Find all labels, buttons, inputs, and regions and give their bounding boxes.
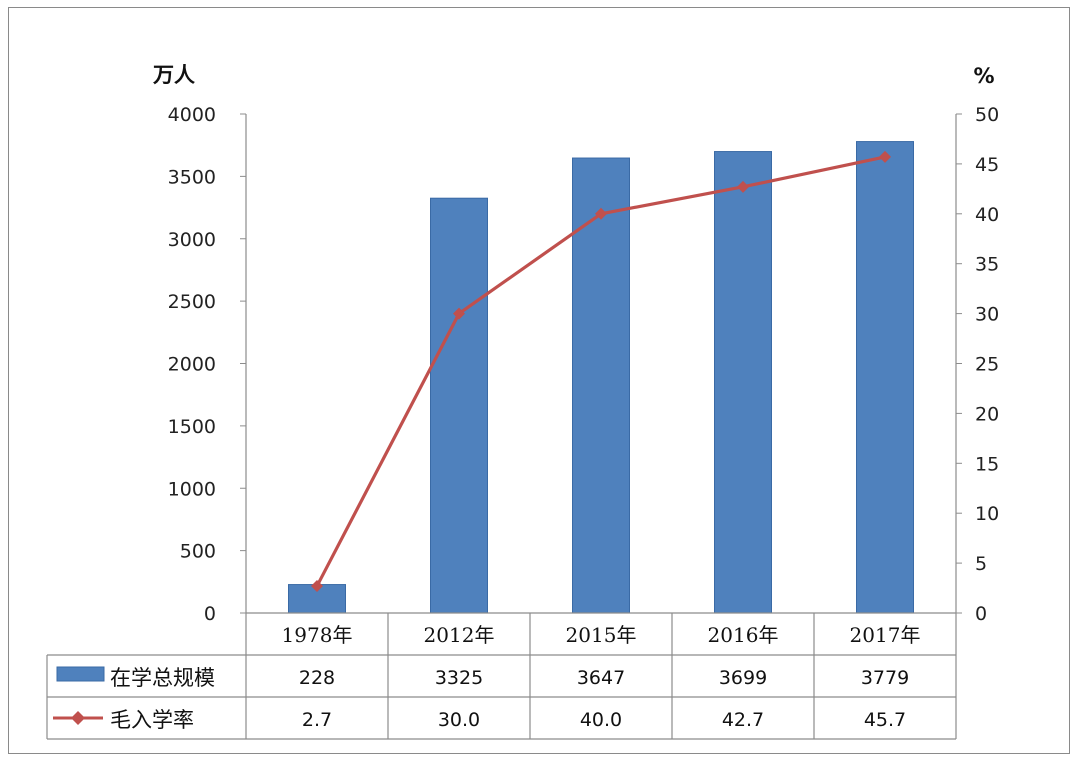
bar-1	[430, 197, 488, 614]
table-cell-1-1: 30.0	[438, 709, 480, 731]
legend-line-label: 毛入学率	[110, 708, 194, 732]
table-cell-0-1: 3325	[435, 667, 483, 689]
right-tick-label-10: 50	[975, 104, 999, 126]
table-cell-1-0: 2.7	[302, 709, 332, 731]
table-cell-0-0: 228	[299, 667, 335, 689]
right-tick-label-8: 40	[975, 204, 999, 226]
left-tick-label-6: 3000	[168, 229, 216, 251]
left-tick-label-8: 4000	[168, 104, 216, 126]
legend-bar-key	[56, 666, 105, 682]
left-tick-label-2: 1000	[168, 478, 216, 500]
left-tick-label-7: 3500	[168, 166, 216, 188]
right-tick-label-5: 25	[975, 354, 999, 376]
table-cell-1-4: 45.7	[864, 709, 906, 731]
right-tick-label-3: 15	[975, 453, 999, 475]
category-label-4: 2017年	[850, 623, 921, 647]
rate-point-1	[453, 307, 465, 320]
right-tick-label-7: 35	[975, 254, 999, 276]
left-tick-label-3: 1500	[168, 416, 216, 438]
table-cell-0-3: 3699	[719, 667, 767, 689]
left-tick-label-4: 2000	[168, 354, 216, 376]
bar-3	[714, 151, 772, 614]
category-label-1: 2012年	[424, 623, 495, 647]
left-tick-label-1: 500	[180, 541, 216, 563]
right-tick-label-6: 30	[975, 304, 999, 326]
right-tick-label-1: 5	[975, 553, 987, 575]
rate-point-3	[737, 180, 749, 193]
table-cell-1-2: 40.0	[580, 709, 622, 731]
legend-line-marker	[71, 711, 85, 725]
left-axis-unit: 万人	[152, 63, 195, 87]
right-tick-label-4: 20	[975, 403, 999, 425]
right-tick-label-9: 45	[975, 154, 999, 176]
rate-point-0	[311, 580, 323, 593]
table-cell-0-4: 3779	[861, 667, 909, 689]
category-label-0: 1978年	[282, 623, 353, 647]
bar-2	[572, 157, 630, 614]
bar-4	[856, 141, 914, 614]
table-cell-0-2: 3647	[577, 667, 625, 689]
right-tick-label-2: 10	[975, 503, 999, 525]
rate-point-2	[595, 207, 607, 220]
rate-point-4	[879, 150, 891, 163]
left-tick-label-5: 2500	[168, 291, 216, 313]
legend-bar-label: 在学总规模	[110, 666, 215, 690]
category-label-2: 2015年	[566, 623, 637, 647]
category-label-3: 2016年	[708, 623, 779, 647]
right-tick-label-0: 0	[975, 603, 987, 625]
right-axis-unit: %	[973, 64, 994, 88]
left-tick-label-0: 0	[204, 603, 216, 625]
table-cell-1-3: 42.7	[722, 709, 764, 731]
